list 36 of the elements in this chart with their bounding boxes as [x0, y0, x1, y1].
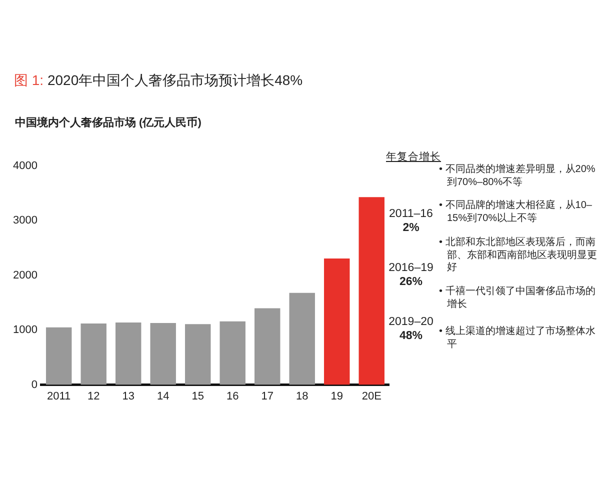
text: 年复合增长 [386, 151, 441, 164]
x-tick-label: 12 [87, 390, 100, 402]
text: • 不同品类的增速差异明显，从20%到70%–80%不等 [439, 164, 596, 189]
chart-title: 图 1: 2020年中国个人奢侈品市场预计增长48% [14, 72, 303, 89]
bar [220, 321, 246, 385]
bar [324, 258, 350, 385]
y-tick-label: 0 [31, 378, 38, 391]
x-tick-label: 13 [122, 390, 134, 402]
chart-subtitle: 中国境内个人奢侈品市场 (亿元人民币) [15, 116, 202, 130]
x-tick-label: 2011 [47, 390, 71, 402]
annotation: 2011–16 2% [388, 208, 434, 235]
text: • 线上渠道的增速超过了市场整体水平 [439, 326, 596, 351]
x-tick-label: 17 [261, 390, 274, 402]
text: • 不同品牌的增速大相径庭，从10–15%到70%以上不等 [439, 200, 593, 225]
x-tick-label: 20E [362, 390, 382, 402]
text: • 北部和东北部地区表现落后，而南部、东部和西南部地区表现明显更好 [439, 237, 598, 274]
x-tick-label: 19 [330, 390, 343, 402]
annotation: 2016–19 26% [388, 261, 434, 288]
x-tick-label: 16 [226, 390, 239, 402]
y-tick-label: 2000 [12, 269, 38, 282]
x-tick-label: 15 [192, 390, 204, 402]
x-tick-label: 18 [296, 390, 308, 402]
bar [115, 322, 142, 385]
bar [185, 324, 211, 385]
x-tick-label: 14 [156, 390, 170, 402]
y-tick-label: 3000 [12, 214, 38, 227]
bar [80, 324, 106, 385]
bar [289, 292, 315, 385]
text: • 千禧一代引领了中国奢侈品市场的增长 [439, 286, 596, 311]
y-tick-label: 1000 [12, 324, 38, 336]
y-tick-label: 4000 [12, 160, 38, 172]
bar [254, 308, 280, 385]
annotation: 2019–20 48% [388, 316, 434, 342]
bar [46, 327, 72, 385]
bar [358, 197, 384, 385]
bar [150, 322, 176, 385]
